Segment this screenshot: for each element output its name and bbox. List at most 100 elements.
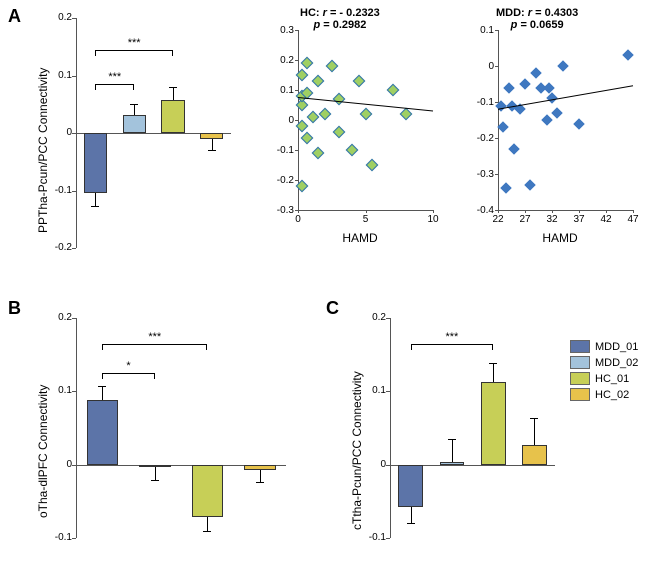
figure-root: A B C PPTha-Pcun/PCC Connectivity -0.2 -0… xyxy=(0,0,655,563)
ytick-label: -0.1 xyxy=(46,532,72,543)
xtick-label: 22 xyxy=(488,214,508,225)
sig-text: *** xyxy=(411,331,494,343)
scatter-point xyxy=(400,108,413,121)
scatter-point xyxy=(301,132,314,145)
legend: MDD_01 MDD_02 HC_01 HC_02 xyxy=(570,340,638,404)
bar-mdd_02 xyxy=(440,462,465,464)
scatter-point xyxy=(346,144,359,157)
panel-label-c: C xyxy=(326,298,339,319)
scatter-point xyxy=(530,68,541,79)
ytick-label: -0.2 xyxy=(46,242,72,253)
ytick-label: -0.1 xyxy=(360,532,386,543)
ytick-label: 0 xyxy=(470,61,494,72)
scatter-point xyxy=(325,60,338,73)
scatter-point xyxy=(546,93,557,104)
scatter-point xyxy=(557,60,568,71)
sig-text: *** xyxy=(102,331,207,343)
scatter-point xyxy=(503,82,514,93)
bar-hc_01 xyxy=(161,100,184,133)
legend-swatch-icon xyxy=(570,372,590,385)
scatter-mdd-title: MDD: r = 0.4303 p = 0.0659 xyxy=(496,7,578,31)
ytick-label: -0.2 xyxy=(470,133,494,144)
legend-label: MDD_02 xyxy=(595,357,638,369)
scatter-point xyxy=(386,84,399,97)
xtick-label: 10 xyxy=(423,214,443,225)
scatter-point xyxy=(519,78,530,89)
scatter-hc-xlabel: HAMD xyxy=(330,231,390,245)
ytick-label: 0 xyxy=(360,459,386,470)
scatter-point xyxy=(352,75,365,88)
legend-label: HC_02 xyxy=(595,389,629,401)
ytick-label: -0.3 xyxy=(470,169,494,180)
legend-label: MDD_01 xyxy=(595,341,638,353)
sig-bracket xyxy=(411,344,494,345)
ytick-label: 0.2 xyxy=(360,312,386,323)
sig-text: * xyxy=(102,360,155,372)
scatter-point xyxy=(366,159,379,172)
bar-mdd_01 xyxy=(87,400,119,465)
scatter-point xyxy=(498,122,509,133)
sig-text: *** xyxy=(95,71,134,83)
ytick-label: 0 xyxy=(46,459,72,470)
bar-hc_01 xyxy=(481,382,506,465)
scatter-point xyxy=(544,82,555,93)
scatter-point xyxy=(312,75,325,88)
scatter-point xyxy=(312,147,325,160)
legend-swatch-icon xyxy=(570,388,590,401)
ytick-label: 0.1 xyxy=(46,385,72,396)
bar-hc_02 xyxy=(522,445,547,465)
ytick-label: 0.2 xyxy=(46,12,72,23)
sig-bracket xyxy=(102,344,207,345)
panel-a-scatter-hc: -0.3-0.2-0.100.10.20.30510 xyxy=(270,25,440,225)
scatter-point xyxy=(332,93,345,106)
panel-b-bar-chart: oTha-dlPFC Connectivity -0.100.10.2**** xyxy=(48,308,293,548)
scatter-point xyxy=(573,118,584,129)
scatter-point xyxy=(306,111,319,124)
ytick-label: 0.1 xyxy=(270,85,294,96)
scatter-point xyxy=(622,50,633,61)
scatter-point xyxy=(332,126,345,139)
scatter-point xyxy=(359,108,372,121)
bar-hc_01 xyxy=(192,465,224,518)
legend-item-hc_02: HC_02 xyxy=(570,388,638,401)
ytick-label: -0.2 xyxy=(270,175,294,186)
xtick-label: 37 xyxy=(569,214,589,225)
panel-b-ylabel: oTha-dlPFC Connectivity xyxy=(36,385,50,518)
ytick-label: -0.1 xyxy=(46,185,72,196)
legend-item-mdd_02: MDD_02 xyxy=(570,356,638,369)
ytick-label: 0.2 xyxy=(270,55,294,66)
xtick-label: 27 xyxy=(515,214,535,225)
panel-a-bar-chart: PPTha-Pcun/PCC Connectivity -0.2-0.100.1… xyxy=(48,8,238,258)
ytick-label: 0.1 xyxy=(46,70,72,81)
bar-mdd_02 xyxy=(123,115,146,133)
panel-label-a: A xyxy=(8,6,21,27)
ytick-label: 0.1 xyxy=(470,25,494,36)
scatter-point xyxy=(541,114,552,125)
sig-bracket xyxy=(95,84,134,85)
legend-item-mdd_01: MDD_01 xyxy=(570,340,638,353)
legend-swatch-icon xyxy=(570,356,590,369)
xtick-label: 42 xyxy=(596,214,616,225)
bar-mdd_01 xyxy=(398,465,423,508)
xtick-label: 32 xyxy=(542,214,562,225)
legend-label: HC_01 xyxy=(595,373,629,385)
panel-c-bar-chart: cTtha-Pcun/PCC Connectivity -0.100.10.2*… xyxy=(362,308,562,548)
xtick-label: 0 xyxy=(288,214,308,225)
panel-a-ylabel: PPTha-Pcun/PCC Connectivity xyxy=(36,68,50,233)
ytick-label: -0.1 xyxy=(470,97,494,108)
scatter-point xyxy=(525,179,536,190)
ytick-label: 0 xyxy=(46,127,72,138)
xtick-label: 5 xyxy=(356,214,376,225)
scatter-point xyxy=(319,108,332,121)
sig-text: *** xyxy=(95,37,173,49)
scatter-point xyxy=(552,107,563,118)
sig-bracket xyxy=(95,50,173,51)
panel-label-b: B xyxy=(8,298,21,319)
legend-swatch-icon xyxy=(570,340,590,353)
ytick-label: 0 xyxy=(270,115,294,126)
legend-item-hc_01: HC_01 xyxy=(570,372,638,385)
ytick-label: 0.3 xyxy=(270,25,294,36)
sig-bracket xyxy=(102,373,155,374)
scatter-point xyxy=(301,57,314,70)
scatter-point xyxy=(509,143,520,154)
